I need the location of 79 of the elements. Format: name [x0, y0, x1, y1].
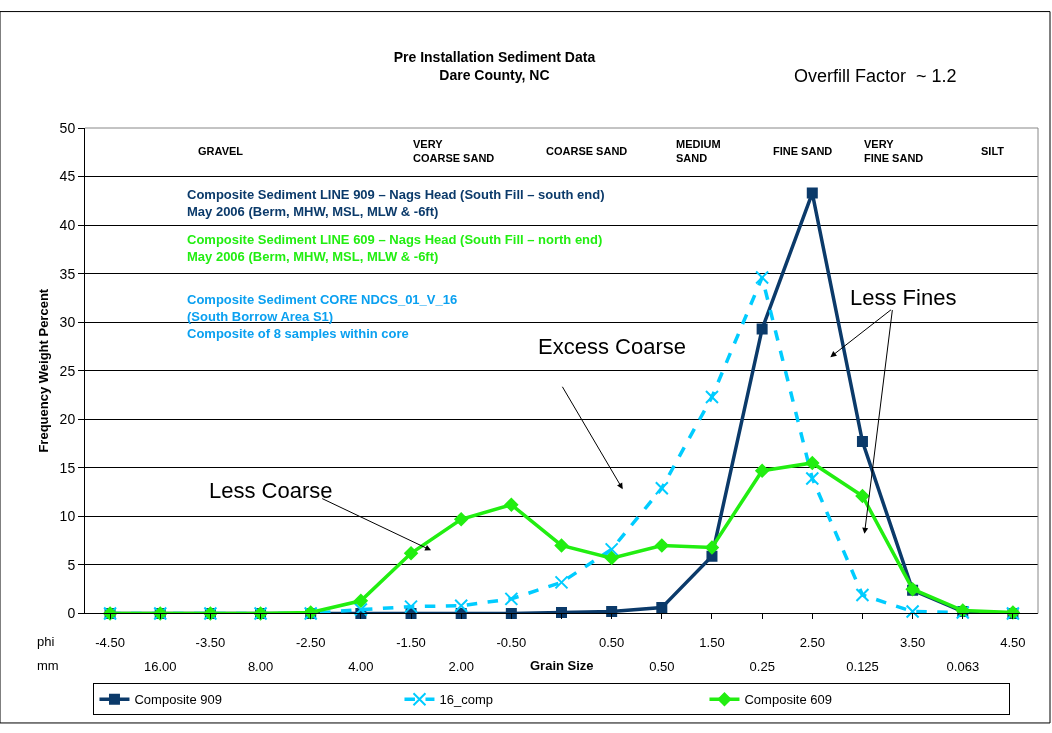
- point: [604, 551, 619, 565]
- point: [855, 587, 870, 602]
- point: [756, 323, 768, 335]
- x2-tick-label: 0.25: [749, 658, 775, 674]
- legend-label: 16_comp: [439, 692, 493, 708]
- x-tick-label: 3.50: [899, 635, 926, 651]
- x-tick-label: -0.50: [496, 635, 527, 651]
- text: phi: [37, 634, 55, 649]
- point: [504, 497, 519, 512]
- point: [554, 538, 569, 553]
- text: mm: [37, 658, 59, 673]
- text: Overfill Factor ~ 1.2: [794, 66, 957, 86]
- point: [704, 389, 719, 404]
- x2-tick-label: 4.00: [348, 658, 374, 674]
- point: [404, 599, 419, 614]
- x2-tick-label: 0.063: [946, 658, 980, 674]
- x2-tick-label: 0.125: [846, 658, 879, 674]
- point: [755, 270, 770, 285]
- y-tick-label: 0: [67, 605, 76, 622]
- point: [654, 481, 669, 496]
- y-tick-label: 50: [59, 119, 76, 136]
- x-tick-label: 1.50: [699, 635, 725, 651]
- x-tick-label: 4.50: [1000, 635, 1026, 651]
- legend-label: Composite 609: [744, 692, 832, 708]
- point: [654, 538, 669, 553]
- annotation: Less Coarse: [209, 478, 333, 503]
- point: [554, 575, 569, 590]
- x-tick-label: -1.50: [396, 635, 426, 651]
- point: [604, 542, 619, 557]
- annotation: MEDIUM SAND: [676, 138, 721, 165]
- annotation: Composite Sediment LINE 909 – Nags Head (South Fill – south end) May 2006 (Berm, MHW, MSL, MLW & -6ft): [187, 187, 605, 219]
- point: [805, 471, 820, 486]
- point: [454, 598, 469, 613]
- y-tick-label: 45: [59, 168, 76, 185]
- point: [404, 546, 418, 561]
- annotation: SILT: [981, 145, 1005, 157]
- annotation: VERY COARSE SAND: [413, 138, 495, 165]
- annotation: VERY FINE SAND: [864, 138, 924, 165]
- annotation: Less Fines: [850, 285, 957, 310]
- point: [706, 550, 718, 562]
- y-tick-label: 15: [59, 459, 76, 476]
- x-tick-label: -4.50: [95, 635, 125, 651]
- y-tick-label: 25: [59, 362, 76, 379]
- point: [855, 489, 870, 503]
- x2-tick-label: 16.00: [143, 658, 177, 674]
- y-tick-label: 10: [59, 508, 76, 525]
- point: [755, 463, 769, 478]
- point: [656, 602, 668, 614]
- x2-tick-label: 8.00: [247, 658, 274, 674]
- x-tick-label: -2.50: [295, 635, 326, 651]
- x-tick-label: 0.50: [599, 635, 625, 651]
- point: [705, 540, 719, 555]
- x-tick-label: -3.50: [195, 635, 226, 651]
- point: [504, 591, 519, 606]
- point: [905, 604, 920, 619]
- x-tick-label: 2.50: [799, 635, 825, 651]
- annotation: Composite Sediment CORE NDCS_01_V_16 (South Borrow Area S1) Composite of 8 samples within core: [187, 292, 458, 341]
- y-tick-label: 35: [59, 265, 76, 282]
- y-tick-label: 5: [67, 556, 76, 573]
- y-axis-title: Frequency Weight Percent: [35, 288, 51, 453]
- y-tick-label: 40: [59, 216, 76, 233]
- point: [353, 602, 368, 617]
- annotation: Excess Coarse: [538, 334, 686, 359]
- x2-tick-label: 2.00: [448, 658, 474, 674]
- annotation: COARSE SAND: [546, 145, 628, 157]
- annotation: GRAVEL: [198, 145, 244, 157]
- chart-title: Pre Installation Sediment Data Dare County, NC: [393, 49, 596, 84]
- annotation: FINE SAND: [773, 145, 833, 157]
- point: [806, 187, 818, 199]
- y-tick-label: 20: [59, 411, 76, 428]
- point: [856, 436, 868, 448]
- x-axis-title: Grain Size: [530, 658, 594, 673]
- x2-tick-label: 0.50: [649, 658, 675, 674]
- point: [454, 512, 469, 527]
- point: [354, 593, 368, 608]
- y-tick-label: 30: [59, 314, 76, 331]
- legend-label: Composite 909: [134, 692, 222, 708]
- annotation: Composite Sediment LINE 609 – Nags Head (South Fill – north end) May 2006 (Berm, MHW, MSL, MLW & -6ft): [187, 232, 603, 264]
- point: [805, 456, 820, 470]
